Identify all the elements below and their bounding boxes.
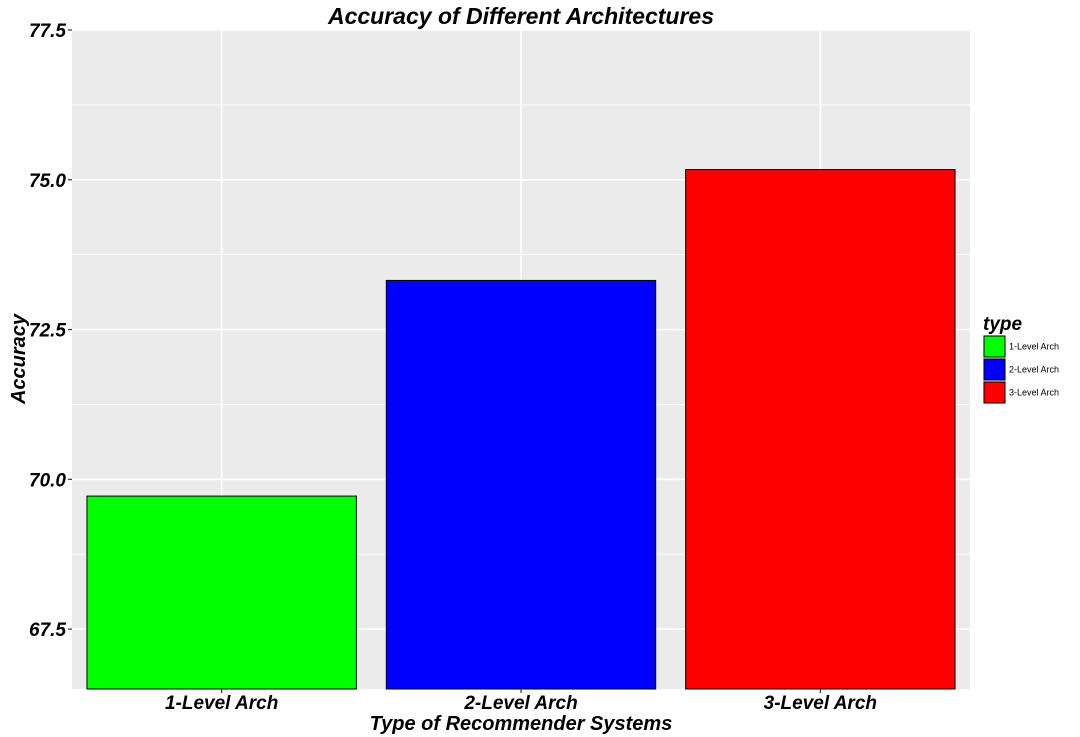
y-axis: 67.5 70.0 72.5 75.0 77.5: [29, 21, 72, 641]
y-tick-label: 75.0: [29, 171, 66, 192]
y-axis-title: Accuracy: [8, 313, 30, 405]
bar-3: [685, 169, 956, 690]
x-axis: 1-Level Arch 2-Level Arch 3-Level Arch: [165, 689, 877, 714]
legend-swatch-1: [983, 335, 1006, 358]
legend-swatch-2: [983, 358, 1006, 381]
bar-2: [385, 279, 657, 690]
y-tick-label: 77.5: [29, 21, 66, 42]
legend-label: 3-Level Arch: [1009, 388, 1059, 398]
x-tick-label: 2-Level Arch: [463, 693, 577, 714]
bars: [86, 169, 956, 690]
legend-label: 2-Level Arch: [1009, 365, 1059, 375]
y-tick-label: 70.0: [29, 470, 66, 491]
x-tick-label: 1-Level Arch: [165, 693, 278, 714]
legend-label: 1-Level Arch: [1009, 342, 1059, 352]
y-tick-label: 72.5: [29, 321, 66, 342]
legend-swatch-3: [983, 381, 1006, 404]
x-axis-title: Type of Recommender Systems: [370, 713, 673, 735]
legend-title: type: [983, 314, 1023, 335]
legend: type 1-Level Arch 2-Level Arch 3-Level Arc…: [983, 314, 1059, 404]
y-tick-label: 67.5: [29, 620, 66, 641]
x-tick-label: 3-Level Arch: [764, 693, 877, 714]
chart-title: Accuracy of Different Architectures: [327, 3, 714, 29]
bar-1: [86, 495, 357, 690]
